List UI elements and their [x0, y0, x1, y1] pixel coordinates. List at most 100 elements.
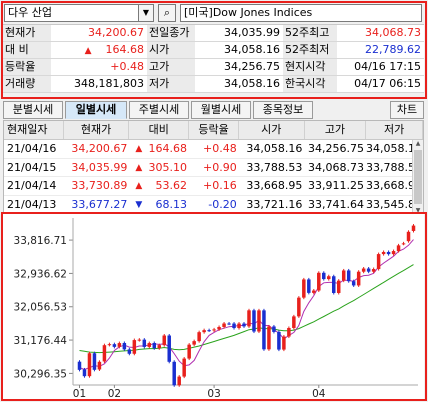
candle	[112, 344, 117, 347]
candle	[376, 254, 381, 270]
candle	[182, 358, 186, 377]
date-cell: 21/04/13	[7, 197, 57, 211]
y-tick-label: 32,056.53	[14, 302, 67, 314]
tab-bar: 분별시세 일별시세 주별시세 월별시세 종목정보 차트	[3, 101, 424, 119]
candle	[172, 361, 176, 386]
candle	[82, 369, 87, 377]
candle	[202, 330, 206, 333]
open-cell: 33,668.95	[246, 179, 303, 192]
candle	[297, 297, 301, 317]
low-value: 34,058.16	[195, 76, 283, 92]
up-triangle-icon: ▲	[135, 144, 143, 154]
info-row: 등락율 +0.48 고가 34,256.75 현지시각 04/16 17:15	[3, 59, 424, 76]
info-label: 현재가	[3, 25, 51, 41]
low-cell: 34,058.16	[366, 142, 422, 155]
down-triangle-icon: ▼	[135, 199, 143, 210]
candle	[292, 316, 296, 328]
candle	[187, 344, 191, 359]
info-label: 현지시각	[283, 59, 337, 75]
candle	[351, 281, 356, 286]
info-row: 현재가 34,200.67 전일종가 34,035.99 52주최고 34,06…	[3, 25, 424, 42]
column-header: 저가	[366, 121, 424, 139]
tab-monthly[interactable]: 월별시세	[191, 101, 251, 119]
price-chart[interactable]: 33,816.71 32,936.62 32,056.53 31,176.44 30,2…	[3, 214, 424, 399]
candle	[167, 335, 171, 362]
candle	[237, 323, 241, 329]
table-scrollbar[interactable]: ▲ ▼	[412, 140, 423, 214]
candle	[242, 323, 246, 327]
candle	[277, 331, 281, 350]
tab-minute[interactable]: 분별시세	[3, 101, 63, 119]
candle	[317, 272, 321, 291]
high-value: 34,256.75	[195, 59, 283, 75]
info-row: 거래량 348,181,803 저가 34,058.16 한국시각 04/17 …	[3, 76, 424, 93]
info-label: 전일종가	[147, 25, 195, 41]
scroll-up-icon[interactable]: ▲	[415, 140, 421, 147]
date-cell: 21/04/15	[7, 160, 57, 174]
low-cell: 33,545.84	[366, 197, 422, 211]
candle	[142, 339, 147, 347]
info-label: 등락율	[3, 59, 51, 75]
candle	[346, 270, 351, 282]
low-52w-value: 22,789.62	[337, 42, 424, 58]
column-header: 대비	[129, 121, 190, 139]
candle	[222, 323, 226, 327]
candle	[322, 272, 326, 280]
candle	[162, 335, 166, 346]
candle	[257, 310, 261, 332]
candle	[177, 376, 181, 386]
table-row[interactable]: 21/04/14 33,730.89 ▲ 53.62 +0.16 33,668.9…	[4, 177, 423, 196]
change-cell: ▲ 305.10	[129, 159, 189, 177]
scroll-thumb[interactable]	[414, 150, 422, 204]
info-label: 거래량	[3, 76, 51, 92]
candle	[356, 271, 361, 286]
search-icon[interactable]: ⌕	[158, 4, 176, 22]
table-row[interactable]: 21/04/16 34,200.67 ▲ 164.68 +0.48 34,058.…	[4, 140, 423, 159]
candle	[212, 329, 216, 331]
candle	[197, 332, 201, 342]
index-select[interactable]: 다우 산업	[4, 4, 154, 22]
info-label: 저가	[147, 76, 195, 92]
info-label: 52주최고	[283, 25, 337, 41]
candle	[386, 251, 391, 255]
candle	[396, 245, 401, 252]
rate-cell: -0.20	[208, 197, 237, 211]
candle	[307, 279, 311, 293]
date-cell: 21/04/16	[7, 142, 57, 155]
candle	[341, 270, 346, 281]
column-header: 현재일자	[4, 121, 64, 139]
candle	[262, 310, 266, 350]
open-cell: 33,721.16	[246, 197, 303, 211]
table-row[interactable]: 21/04/15 34,035.99 ▲ 305.10 +0.90 33,788.…	[4, 159, 423, 177]
price-cell: 33,730.89	[71, 179, 128, 192]
candle	[371, 269, 376, 272]
chart-button[interactable]: 차트	[390, 101, 424, 119]
candle	[127, 349, 132, 354]
candle	[77, 361, 82, 370]
info-label: 52주최저	[283, 42, 337, 58]
daily-price-table: 현재일자 현재가 대비 등락율 시가 고가 저가 21/04/16 34,200…	[3, 120, 424, 215]
open-cell: 33,788.53	[246, 160, 303, 174]
candle	[157, 345, 162, 349]
date-cell: 21/04/14	[7, 179, 57, 192]
scroll-down-icon[interactable]: ▼	[415, 207, 421, 214]
candle	[327, 276, 331, 280]
candle	[252, 310, 256, 332]
tab-weekly[interactable]: 주별시세	[129, 101, 189, 119]
price-cell: 34,200.67	[71, 142, 128, 155]
table-header: 현재일자 현재가 대비 등락율 시가 고가 저가	[4, 121, 424, 140]
tab-stock-info[interactable]: 종목정보	[253, 101, 313, 119]
change-cell: ▲ 164.68	[129, 140, 189, 158]
candle	[267, 326, 271, 350]
tab-daily[interactable]: 일별시세	[65, 101, 127, 119]
candle	[152, 342, 157, 349]
chevron-down-icon[interactable]: ▼	[138, 4, 154, 22]
rate-cell: +0.90	[203, 160, 237, 174]
low-cell: 33,668.95	[366, 179, 422, 192]
candle	[282, 336, 286, 350]
up-triangle-icon: ▲	[135, 181, 143, 191]
search-bar: 다우 산업 ▼ ⌕ [미국]Dow Jones Indices	[4, 4, 422, 22]
current-price-value: 34,200.67	[51, 25, 147, 41]
high-cell: 33,741.64	[308, 197, 365, 211]
candle	[331, 276, 336, 293]
